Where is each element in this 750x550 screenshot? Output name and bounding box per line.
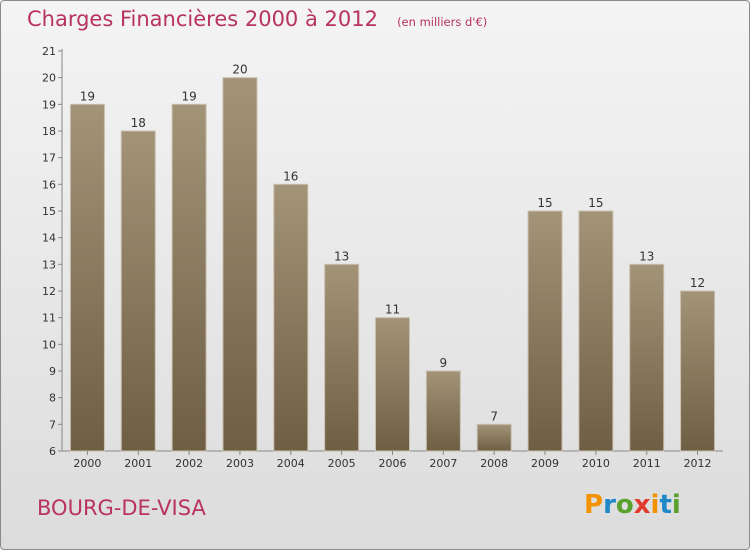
bar-value-label: 13 [639, 249, 654, 263]
bar [171, 103, 207, 452]
bar-value-label: 16 [283, 169, 298, 183]
bar [578, 210, 614, 452]
bar [222, 77, 258, 452]
y-tick-label: 8 [49, 392, 56, 405]
proxiti-logo: Proxiti [584, 490, 681, 520]
bar-value-label: 19 [80, 89, 95, 103]
place-name: BOURG-DE-VISA [37, 496, 206, 520]
title-row: Charges Financières 2000 à 2012 (en mill… [27, 7, 487, 31]
y-tick-label: 7 [49, 418, 56, 431]
x-tick-label: 2001 [124, 457, 152, 470]
bar [476, 423, 512, 452]
logo-letter: P [584, 490, 604, 520]
x-tick-label: 2007 [429, 457, 457, 470]
x-tick-label: 2000 [73, 457, 101, 470]
x-tick-label: 2008 [480, 457, 508, 470]
x-tick-label: 2002 [175, 457, 203, 470]
bar-value-label: 15 [537, 196, 552, 210]
logo-letter: x [633, 490, 651, 520]
bar [273, 183, 309, 452]
logo-letter: i [650, 490, 660, 520]
bar [375, 317, 410, 452]
bar [629, 263, 665, 452]
y-tick-label: 6 [49, 445, 56, 458]
x-tick-label: 2012 [684, 457, 712, 470]
bar-value-label: 11 [385, 303, 400, 317]
y-tick-label: 14 [42, 232, 56, 245]
bar [324, 263, 360, 452]
x-tick-label: 2011 [633, 457, 661, 470]
bar-value-label: 9 [440, 356, 448, 370]
bar [69, 103, 105, 452]
y-tick-label: 17 [42, 152, 56, 165]
y-tick-label: 11 [42, 312, 56, 325]
x-tick-label: 2009 [531, 457, 559, 470]
y-tick-label: 10 [42, 338, 56, 351]
chart-title: Charges Financières 2000 à 2012 [27, 7, 378, 31]
bar [527, 210, 563, 452]
logo-letter: t [659, 490, 672, 520]
x-tick-label: 2005 [328, 457, 356, 470]
logo-letter: i [671, 490, 681, 520]
x-tick-label: 2003 [226, 457, 254, 470]
bar-value-label: 20 [232, 63, 247, 77]
y-tick-label: 13 [42, 258, 56, 271]
bar-value-label: 19 [181, 89, 196, 103]
logo-letter: r [603, 490, 616, 520]
y-tick-label: 21 [42, 45, 56, 58]
chart-subtitle: (en milliers d'€) [397, 15, 488, 29]
bar-value-label: 13 [334, 249, 349, 263]
bar-value-label: 15 [588, 196, 603, 210]
x-tick-label: 2010 [582, 457, 610, 470]
bar [680, 290, 716, 452]
y-tick-label: 19 [42, 98, 56, 111]
bar-value-label: 7 [490, 409, 498, 423]
x-tick-label: 2004 [277, 457, 305, 470]
y-tick-label: 9 [49, 365, 56, 378]
x-tick-label: 2006 [379, 457, 407, 470]
y-tick-label: 15 [42, 205, 56, 218]
y-tick-label: 20 [42, 72, 56, 85]
y-tick-label: 12 [42, 285, 56, 298]
y-tick-label: 16 [42, 178, 56, 191]
bar [120, 130, 156, 452]
bar-value-label: 12 [690, 276, 705, 290]
y-tick-label: 18 [42, 125, 56, 138]
bar-value-label: 18 [131, 116, 146, 130]
logo-letter: o [615, 490, 634, 520]
bar [425, 370, 461, 452]
